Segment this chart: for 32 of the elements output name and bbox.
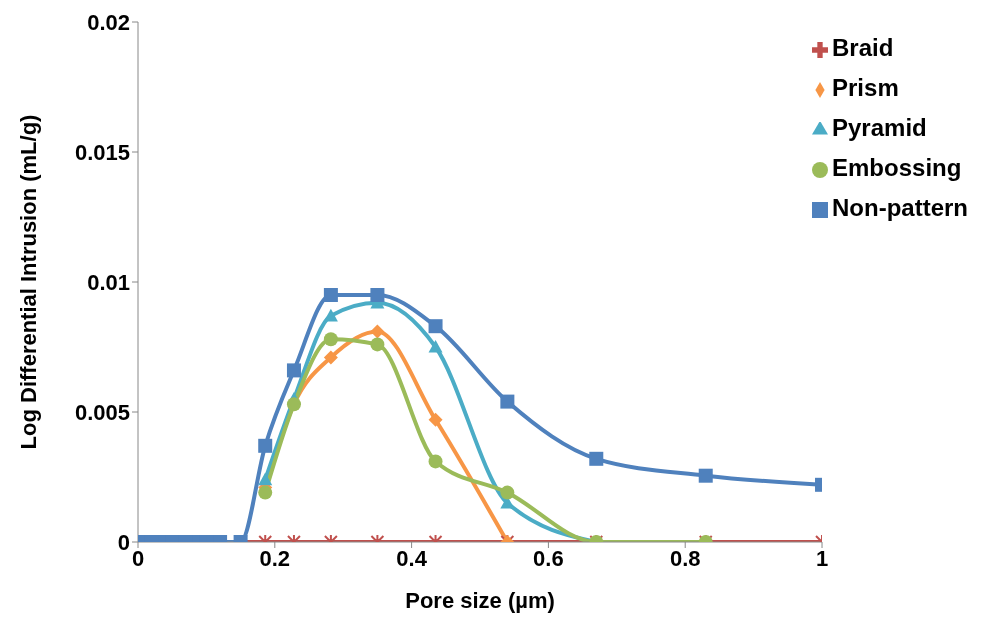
y-tick-label: 0.01 (87, 269, 130, 295)
point (323, 332, 338, 347)
point (258, 472, 273, 486)
x-axis-title: Pore size (µm) (405, 588, 555, 613)
point (323, 308, 338, 322)
point (370, 337, 385, 352)
x-tick-label: 0.4 (396, 545, 428, 571)
legend-label: Braid (832, 34, 894, 61)
legend-label: Non-pattern (832, 194, 968, 221)
x-tick-label: 1 (815, 545, 829, 571)
point (428, 340, 443, 353)
point (428, 412, 443, 427)
y-tick-label: 0.02 (87, 9, 130, 35)
y-tick-label: 0.005 (74, 399, 130, 425)
y-tick-label: 0 (117, 529, 130, 555)
legend-label: Pyramid (832, 114, 927, 141)
x-tick-label: 0.2 (259, 545, 291, 571)
point (286, 363, 301, 378)
point (500, 394, 515, 409)
point (323, 288, 338, 302)
point (428, 319, 443, 334)
point (370, 288, 385, 302)
legend-label: Prism (832, 74, 899, 101)
point (323, 350, 338, 365)
legend-label: Embossing (832, 154, 962, 181)
point (589, 451, 604, 466)
x-tick-label: 0.6 (533, 545, 564, 571)
x-tick-label: 0.8 (669, 545, 701, 571)
y-tick-label: 0.015 (74, 139, 130, 165)
point (370, 324, 385, 339)
point (258, 438, 273, 453)
y-axis-title: Log Differential Intrusion (mL/g) (15, 114, 41, 450)
